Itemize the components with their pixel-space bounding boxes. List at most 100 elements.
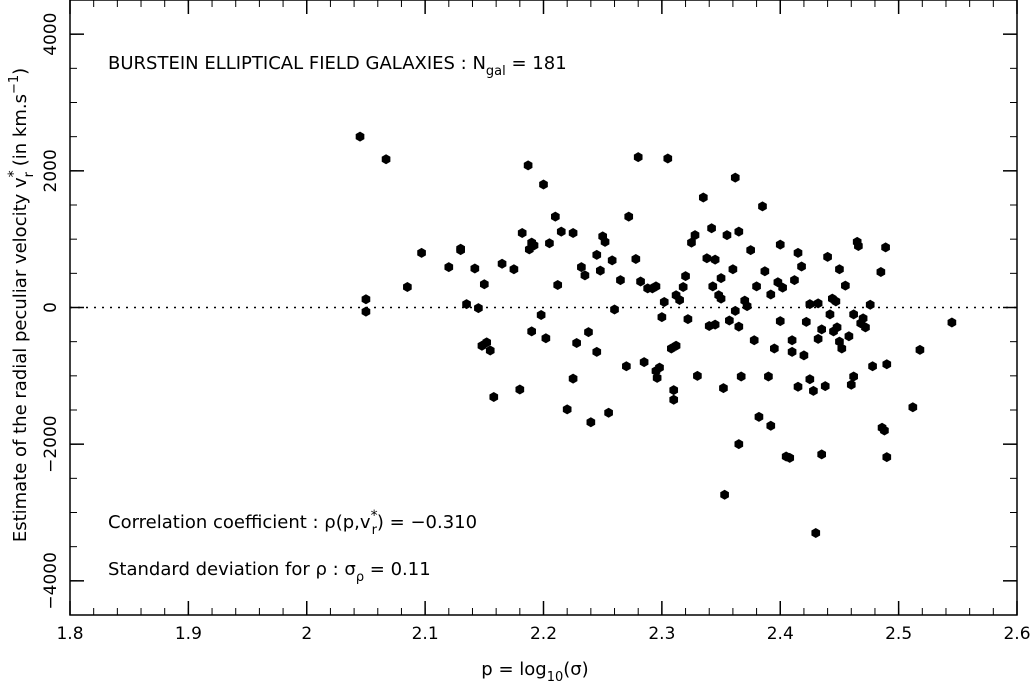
data-point xyxy=(868,361,877,372)
data-point xyxy=(785,452,795,463)
data-point xyxy=(947,317,957,328)
data-point xyxy=(663,153,673,164)
y-tick-label: −2000 xyxy=(41,415,61,473)
data-point xyxy=(616,275,625,286)
data-point xyxy=(758,201,767,212)
data-point xyxy=(861,322,870,333)
x-axis-title: p = log10(σ) xyxy=(481,659,588,685)
data-point xyxy=(858,313,868,324)
data-point xyxy=(835,264,844,275)
data-point xyxy=(775,316,785,327)
data-point xyxy=(624,211,634,222)
data-point xyxy=(730,305,740,316)
data-point xyxy=(568,373,578,384)
data-point xyxy=(541,333,551,344)
data-point xyxy=(592,249,602,260)
data-point xyxy=(687,237,696,248)
data-point xyxy=(820,381,830,392)
x-tick-label: 2 xyxy=(301,624,312,644)
y-axis-title: Estimate of the radial peculiar velocity… xyxy=(6,68,37,542)
data-point xyxy=(482,337,492,348)
data-point xyxy=(702,253,712,264)
data-point xyxy=(462,299,471,310)
chart-title: BURSTEIN ELLIPTICAL FIELD GALAXIES : Nga… xyxy=(108,53,567,79)
data-point xyxy=(844,331,854,342)
data-point xyxy=(742,301,752,312)
data-point xyxy=(846,379,856,390)
data-point xyxy=(811,528,821,538)
data-point xyxy=(607,255,617,266)
data-point xyxy=(793,381,803,392)
data-point xyxy=(539,179,548,190)
data-point xyxy=(865,299,875,310)
correlation-annotation: Correlation coefficient : ρ(p,v* r) = −0.… xyxy=(108,508,477,538)
x-tick-label: 2.2 xyxy=(530,624,557,644)
data-point xyxy=(734,439,744,450)
data-point xyxy=(876,266,886,277)
data-point xyxy=(403,282,412,292)
data-point xyxy=(710,254,720,265)
data-point xyxy=(805,374,815,385)
data-point xyxy=(675,294,684,305)
data-point xyxy=(584,327,593,338)
data-point xyxy=(734,321,744,332)
data-point xyxy=(825,309,835,320)
data-point xyxy=(690,230,700,241)
data-point xyxy=(799,350,809,361)
data-point xyxy=(577,262,586,273)
data-point xyxy=(841,280,850,291)
data-point xyxy=(622,361,631,372)
data-point xyxy=(671,340,681,351)
data-point xyxy=(659,297,669,308)
data-point xyxy=(698,192,708,203)
axis-tick-labels: 1.8 1.9 2 2.1 2.2 2.3 2.4 2.5 2.6 −4000 −2000 0 2000… xyxy=(41,13,1031,644)
data-point xyxy=(787,335,797,346)
data-point xyxy=(515,384,525,395)
data-point xyxy=(678,282,688,292)
data-point xyxy=(479,279,489,290)
data-point xyxy=(880,425,889,436)
data-point xyxy=(545,238,554,249)
data-point xyxy=(787,346,797,357)
data-point xyxy=(683,314,693,325)
data-point xyxy=(497,258,507,269)
x-tick-label: 2.4 xyxy=(767,624,794,644)
data-point xyxy=(722,230,732,241)
data-point xyxy=(523,160,533,171)
data-point xyxy=(631,253,641,264)
data-point xyxy=(817,324,827,335)
data-point xyxy=(832,322,842,333)
data-point xyxy=(793,247,803,258)
data-point xyxy=(595,265,605,276)
data-point xyxy=(809,385,818,396)
y-tick-label: 0 xyxy=(41,302,61,313)
data-point xyxy=(720,489,729,500)
data-point xyxy=(725,315,734,326)
data-point xyxy=(592,346,602,357)
data-point xyxy=(456,245,465,256)
data-point xyxy=(707,223,716,234)
data-point xyxy=(770,343,779,354)
data-point xyxy=(417,247,426,258)
data-point xyxy=(736,371,746,382)
data-point xyxy=(728,264,738,275)
data-point xyxy=(749,335,759,346)
data-point xyxy=(716,293,726,304)
data-point xyxy=(754,411,764,422)
data-point xyxy=(669,385,679,396)
x-tick-label: 1.8 xyxy=(56,624,83,644)
data-point xyxy=(610,304,619,315)
data-point xyxy=(562,404,572,415)
data-point xyxy=(489,392,499,403)
data-point xyxy=(801,316,811,327)
data-point xyxy=(716,273,726,284)
data-point xyxy=(639,357,649,368)
data-point xyxy=(730,172,740,183)
data-point xyxy=(474,303,483,314)
data-point xyxy=(553,279,563,290)
data-point xyxy=(764,371,773,382)
data-point xyxy=(580,270,590,281)
data-point xyxy=(669,394,679,405)
data-point xyxy=(813,333,823,344)
